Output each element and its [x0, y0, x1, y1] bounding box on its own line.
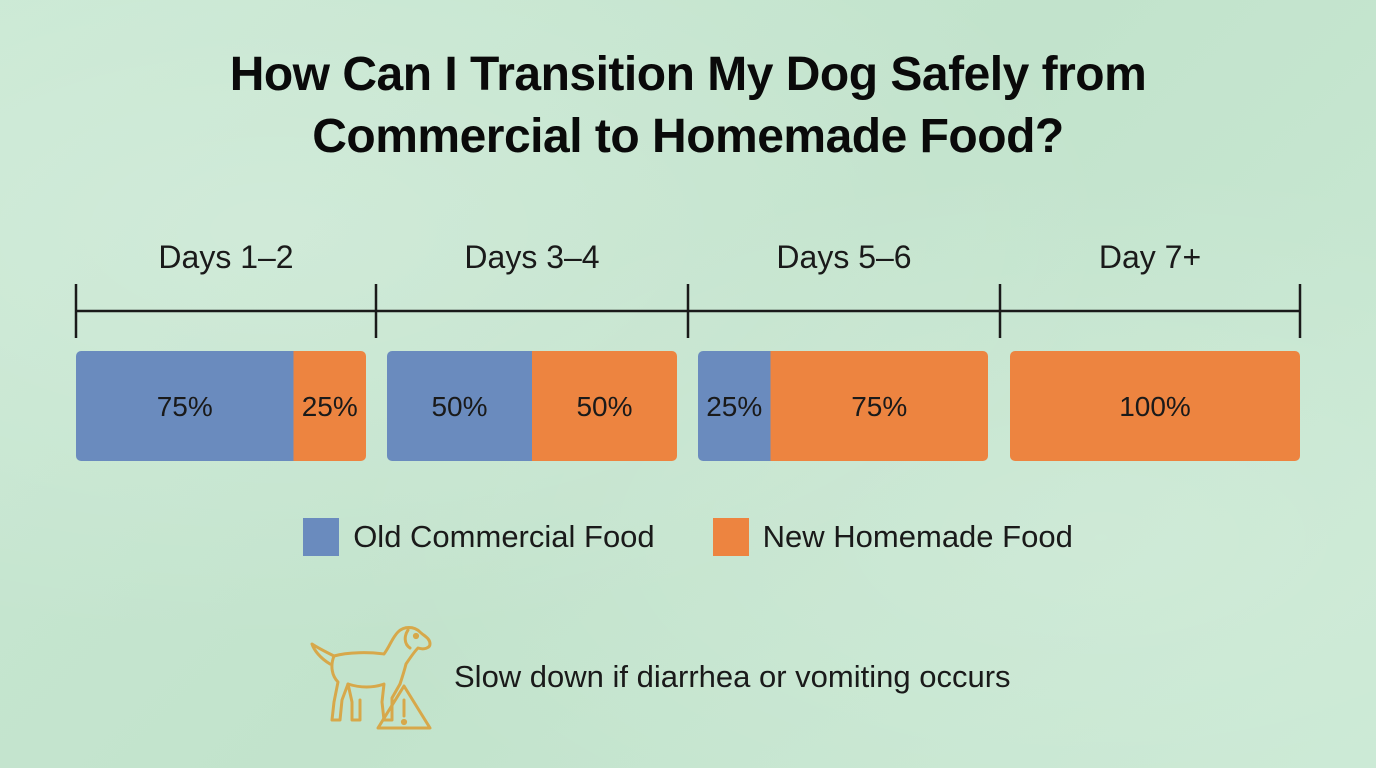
chart-title-line-1: How Can I Transition My Dog Safely from — [229, 48, 1147, 101]
bar-label-old: 25% — [706, 391, 762, 422]
bar-segment-old — [698, 351, 771, 461]
stage-bar — [698, 351, 988, 461]
timeline: Days 1–2 Days 3–4 Days 5–6 Day 7+ — [74, 239, 1302, 338]
stage-bar — [76, 351, 366, 461]
bar-segment-new — [1010, 351, 1300, 461]
stacked-bars: 75% 25% 50% 50% 25% 75% 100% — [76, 351, 1300, 461]
bar-label-old: 50% — [431, 391, 487, 422]
bar-segment-new — [293, 351, 366, 461]
stage-bar — [1010, 351, 1300, 461]
dog-warning-icon — [310, 626, 432, 730]
bar-label-new: 50% — [576, 391, 632, 422]
bar-label-new: 100% — [1119, 391, 1191, 422]
legend-label-new: New Homemade Food — [762, 519, 1073, 554]
bar-segment-old — [387, 351, 532, 461]
legend: Old Commercial Food New Homemade Food — [0, 518, 1376, 556]
legend-item-new: New Homemade Food — [712, 518, 1073, 556]
bar-segment-old — [76, 351, 294, 461]
chart-title: How Can I Transition My Dog Safely from … — [0, 44, 1376, 168]
legend-item-old: Old Commercial Food — [303, 518, 655, 556]
bar-label-new: 75% — [851, 391, 907, 422]
bar-label-old: 75% — [157, 391, 213, 422]
chart-title-line-2: Commercial to Homemade Food? — [312, 110, 1064, 163]
stage-label: Day 7+ — [1099, 239, 1201, 275]
legend-swatch-old — [303, 518, 340, 556]
warning-text: Slow down if diarrhea or vomiting occurs — [454, 659, 1011, 694]
warning-note: Slow down if diarrhea or vomiting occurs — [308, 622, 1011, 732]
stage-label: Days 1–2 — [158, 239, 293, 275]
stage-label: Days 5–6 — [776, 239, 911, 275]
legend-swatch-new — [712, 518, 749, 556]
stage-bar — [387, 351, 677, 461]
bar-segment-new — [770, 351, 988, 461]
bar-segment-new — [532, 351, 677, 461]
legend-label-old: Old Commercial Food — [353, 519, 655, 554]
bar-label-new: 25% — [302, 391, 358, 422]
transition-chart: Days 1–2 Days 3–4 Days 5–6 Day 7+ 75% 25% 50%… — [74, 239, 1302, 461]
stage-label: Days 3–4 — [464, 239, 599, 275]
